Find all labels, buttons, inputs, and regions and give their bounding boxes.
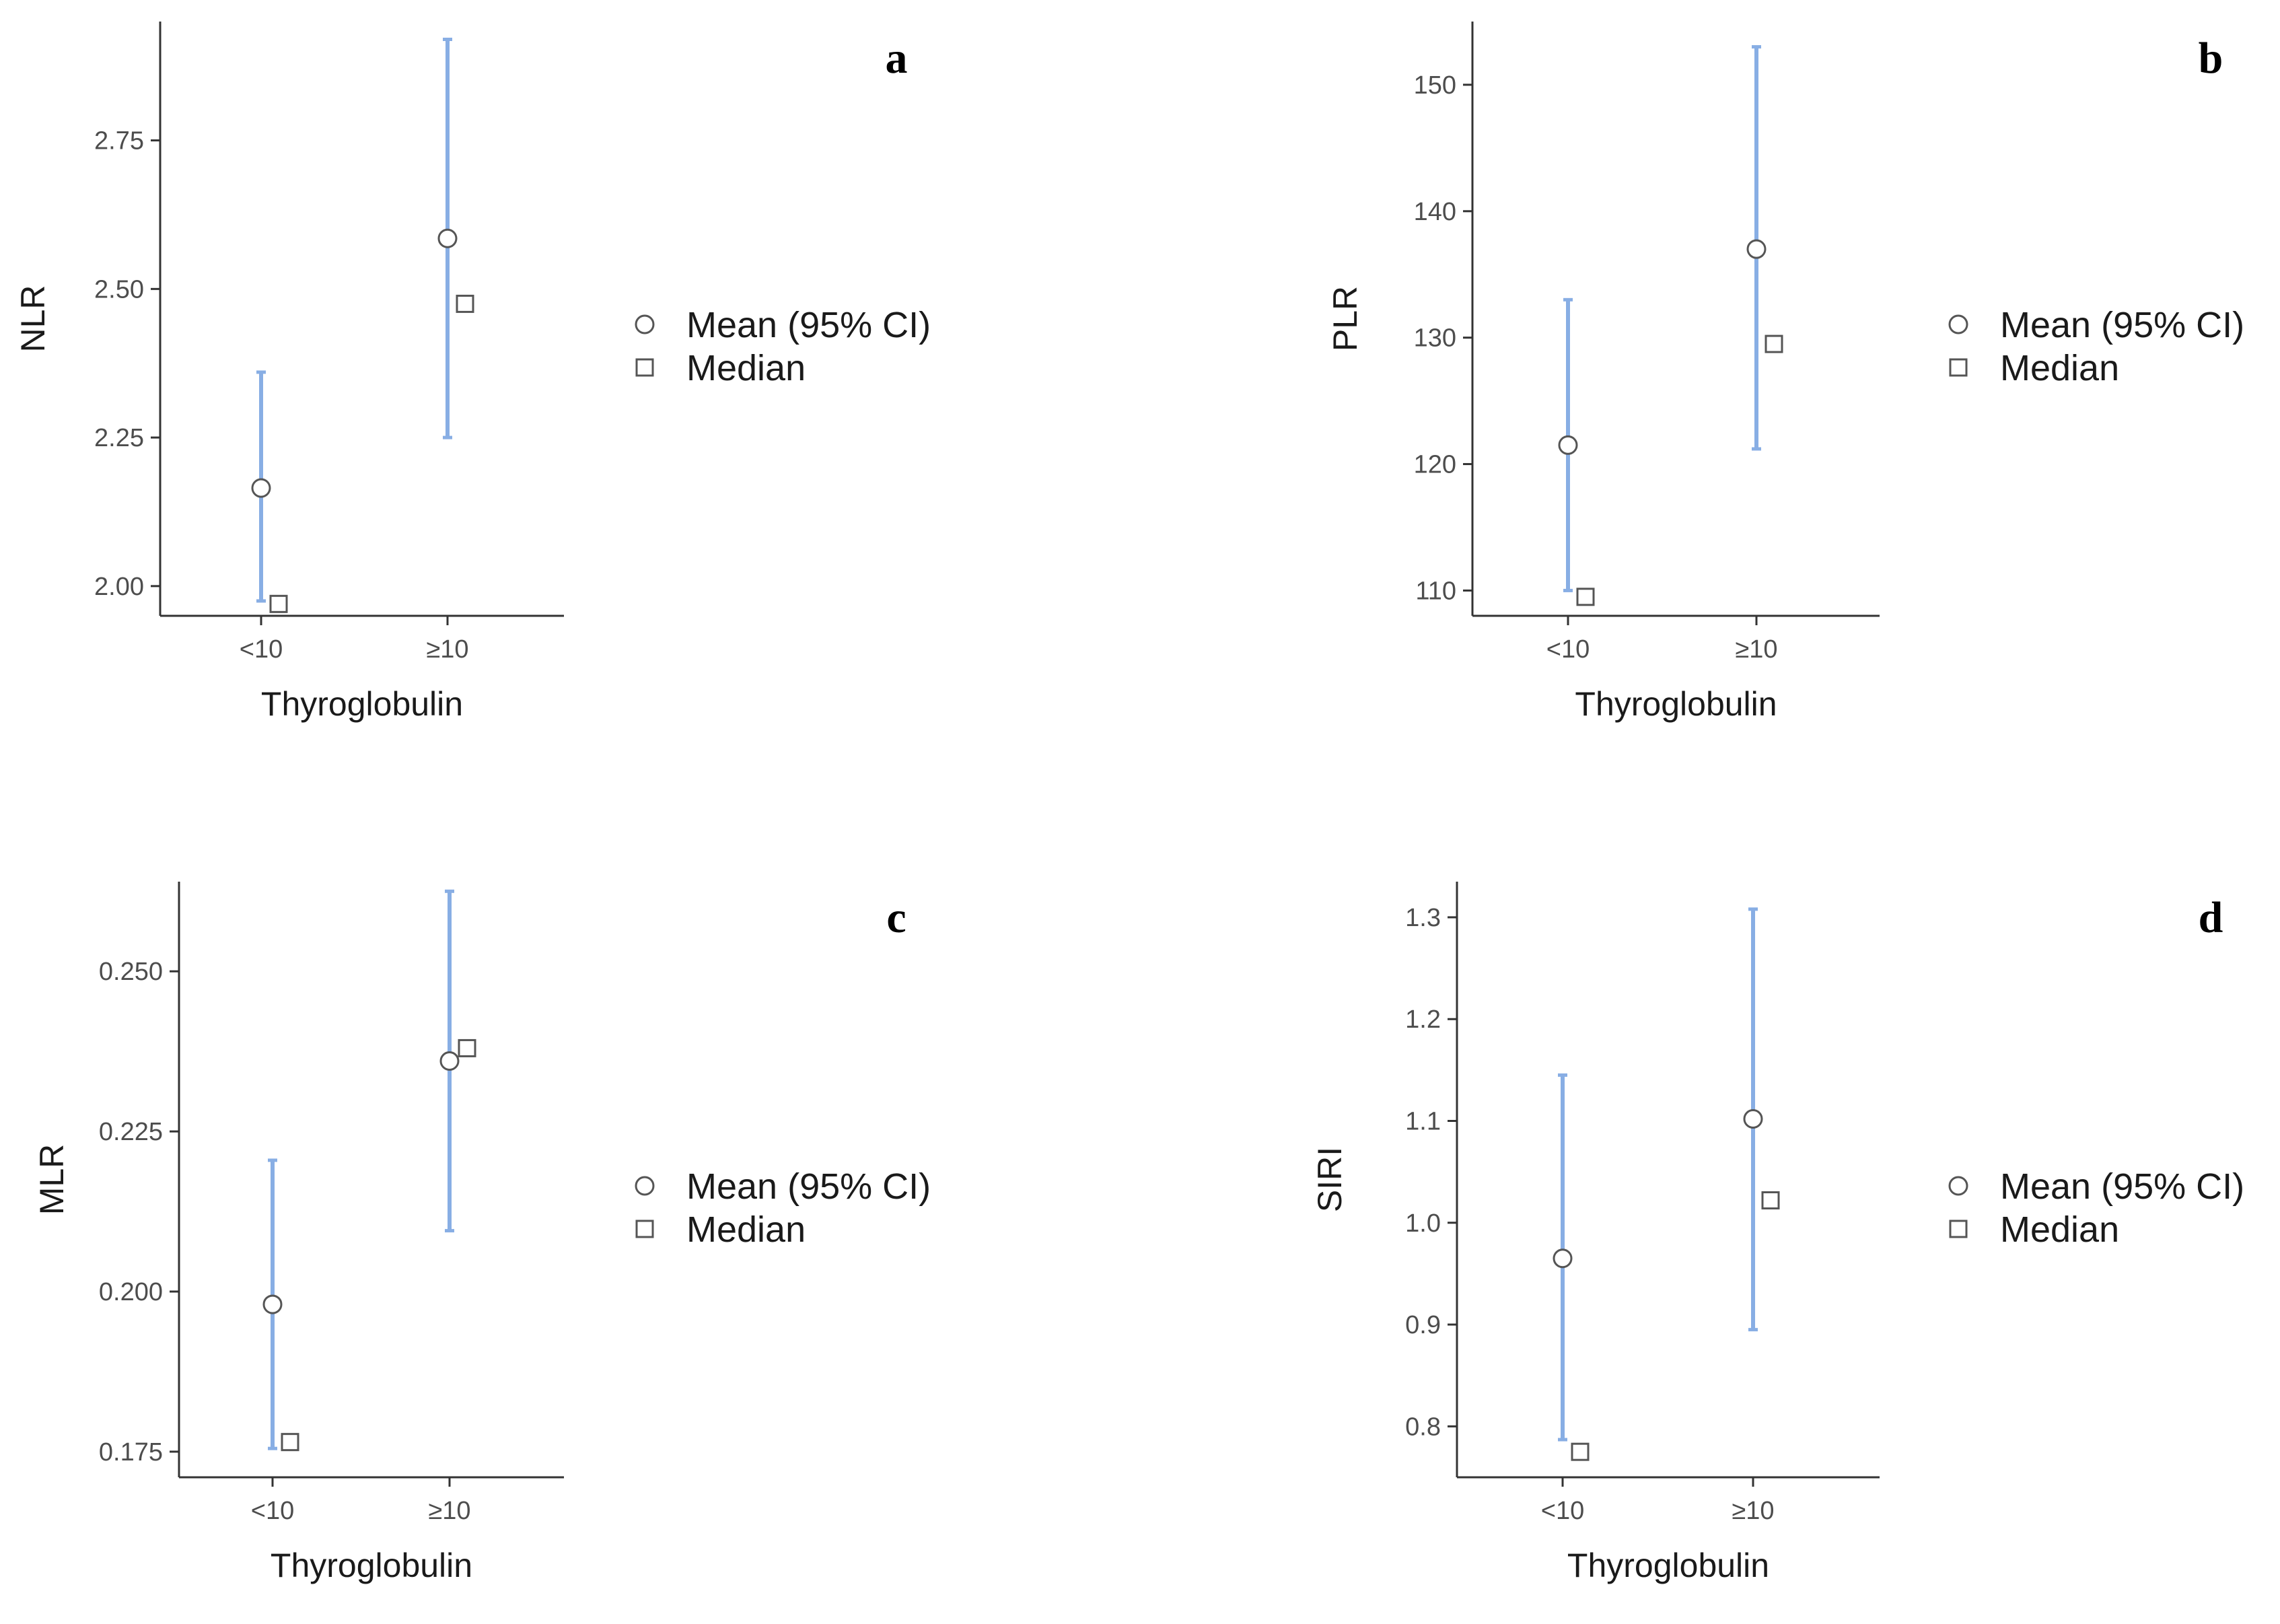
legend-mean-label: Mean (95% CI) [686, 305, 931, 345]
legend-mean-marker [635, 314, 655, 334]
legend-median-marker [1949, 358, 1968, 377]
x-tick-label: ≥10 [1735, 635, 1777, 664]
mean-point [437, 228, 458, 248]
y-tick-label: 0.250 [99, 958, 163, 986]
y-tick-label: 2.75 [94, 127, 144, 155]
median-point [281, 1433, 299, 1452]
x-axis-title: Thyroglobulin [1575, 685, 1777, 723]
y-tick-label: 150 [1414, 71, 1456, 100]
legend-mean-label: Mean (95% CI) [2000, 305, 2244, 345]
y-tick-label: 0.8 [1405, 1413, 1441, 1441]
y-tick-label: 140 [1414, 198, 1456, 226]
y-tick-label: 2.25 [94, 424, 144, 452]
y-tick-label: 1.3 [1405, 904, 1441, 932]
y-axis-title: PLR [1326, 286, 1364, 351]
x-tick-label: <10 [1546, 635, 1590, 664]
legend-median-marker [1949, 1220, 1968, 1238]
panel-c: 0.175 0.200 0.225 0.250 <10 ≥10 Thyroglobulin M… [33, 882, 931, 1584]
panel-letter: a [886, 34, 908, 83]
legend-mean-label: Mean (95% CI) [686, 1166, 931, 1207]
legend-median-marker [635, 358, 654, 377]
legend-mean-marker [1948, 1176, 1968, 1196]
mean-point [1558, 435, 1578, 455]
legend-median-label: Median [686, 1209, 806, 1250]
y-tick-label: 130 [1414, 324, 1456, 353]
y-tick-label: 1.0 [1405, 1209, 1441, 1238]
legend-mean-marker [635, 1176, 655, 1196]
x-tick-label: ≥10 [428, 1497, 470, 1525]
y-tick-label: 0.225 [99, 1118, 163, 1146]
median-point [458, 1038, 476, 1057]
legend-median-label: Median [2000, 1209, 2119, 1250]
y-tick-label: 0.9 [1405, 1311, 1441, 1339]
legend-median-label: Median [686, 348, 806, 388]
x-tick-label: <10 [1541, 1497, 1584, 1525]
y-axis-title: SIRI [1311, 1147, 1349, 1212]
legend-median-marker [635, 1220, 654, 1238]
mean-point [1553, 1248, 1573, 1269]
panel-letter: d [2199, 893, 2223, 942]
y-tick-label: 110 [1415, 577, 1456, 605]
median-point [269, 594, 288, 613]
x-tick-label: <10 [251, 1497, 294, 1525]
x-tick-label: <10 [240, 635, 283, 664]
mean-point [262, 1294, 283, 1314]
panel-a: 2.00 2.25 2.50 2.75 <10 ≥10 Thyroglobulin NLR Me… [14, 22, 931, 723]
legend-mean-marker [1948, 314, 1968, 334]
legend-median-label: Median [2000, 348, 2119, 388]
mean-point [251, 478, 271, 498]
x-tick-label: ≥10 [1732, 1497, 1774, 1525]
y-tick-label: 1.2 [1405, 1005, 1441, 1034]
median-point [1571, 1442, 1590, 1461]
mean-point [1743, 1108, 1763, 1129]
y-tick-label: 120 [1414, 451, 1456, 479]
y-tick-label: 2.00 [94, 573, 144, 601]
y-axis-title: MLR [33, 1144, 71, 1215]
y-tick-label: 1.1 [1405, 1108, 1441, 1136]
panel-d: 0.8 0.9 1.0 1.1 1.2 1.3 <10 ≥10 Thyroglobulin SIR… [1311, 882, 2244, 1584]
y-tick-label: 0.175 [99, 1438, 163, 1467]
panel-b: 110 120 130 140 150 <10 ≥10 Thyroglobulin PLR Mea… [1326, 22, 2244, 723]
y-tick-label: 0.200 [99, 1278, 163, 1306]
x-tick-label: ≥10 [426, 635, 468, 664]
median-point [1576, 588, 1595, 606]
y-tick-label: 2.50 [94, 275, 144, 304]
y-axis-title: NLR [14, 285, 52, 352]
median-point [1765, 334, 1783, 353]
mean-point [439, 1051, 460, 1071]
median-point [1761, 1191, 1780, 1210]
panel-letter: b [2199, 34, 2223, 83]
legend-mean-label: Mean (95% CI) [2000, 1166, 2244, 1207]
median-point [456, 294, 474, 313]
panel-letter: c [886, 893, 906, 942]
mean-point [1746, 239, 1767, 259]
x-axis-title: Thyroglobulin [271, 1547, 472, 1584]
x-axis-title: Thyroglobulin [1567, 1547, 1769, 1584]
x-axis-title: Thyroglobulin [261, 685, 463, 723]
